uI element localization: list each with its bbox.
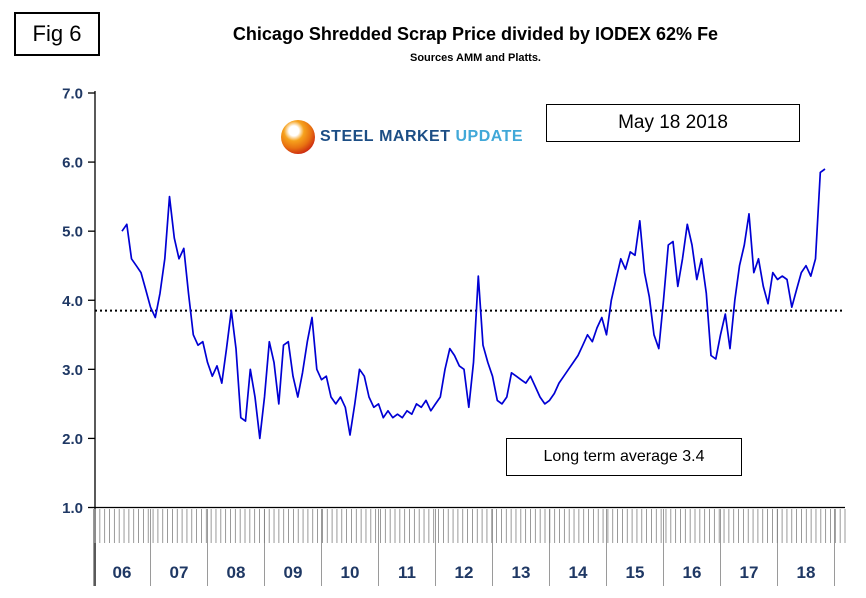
x-axis-tick-label: 14: [569, 563, 588, 582]
date-annotation-text: May 18 2018: [618, 112, 728, 133]
x-axis-tick-label: 12: [455, 563, 474, 582]
y-axis-tick-label: 4.0: [62, 293, 83, 310]
x-axis-tick-label: 15: [626, 563, 645, 582]
figure-number-label: Fig 6: [32, 21, 82, 46]
x-axis-tick-label: 17: [740, 563, 759, 582]
y-axis-tick-label: 3.0: [62, 362, 83, 379]
x-axis-tick-label: 11: [398, 563, 416, 582]
x-axis-tick-label: 10: [341, 563, 360, 582]
date-annotation-box: May 18 2018: [546, 104, 800, 142]
x-axis-tick-label: 09: [284, 563, 303, 582]
figure-number-box: Fig 6: [14, 12, 100, 56]
x-axis-tick-label: 13: [512, 563, 531, 582]
chart-subtitle: Sources AMM and Platts.: [409, 52, 541, 64]
logo-word-update: UPDATE: [455, 128, 524, 145]
average-annotation-text: Long term average 3.4: [543, 448, 705, 465]
y-axis-tick-label: 1.0: [62, 500, 83, 517]
x-axis-tick-label: 06: [113, 563, 132, 582]
price-ratio-line: [121, 168, 826, 440]
x-axis-tick-label: 07: [170, 563, 189, 582]
average-annotation-box: Long term average 3.4: [506, 438, 742, 476]
y-axis-tick-label: 6.0: [62, 155, 83, 172]
steel-market-update-logo: STEEL MARKET UPDATE: [281, 118, 523, 156]
y-axis-tick-label: 5.0: [62, 224, 83, 241]
x-axis-tick-label: 18: [797, 563, 816, 582]
logo-word-steel: STEEL: [320, 128, 375, 145]
x-axis-tick-label: 08: [227, 563, 246, 582]
logo-word-market: MARKET: [379, 128, 451, 145]
x-axis-tick-label: 16: [683, 563, 702, 582]
y-axis-tick-label: 2.0: [62, 431, 83, 448]
logo-swirl-icon: [281, 120, 315, 154]
chart-title: Chicago Shredded Scrap Price divided by …: [232, 24, 719, 44]
y-axis-tick-label: 7.0: [62, 86, 83, 103]
